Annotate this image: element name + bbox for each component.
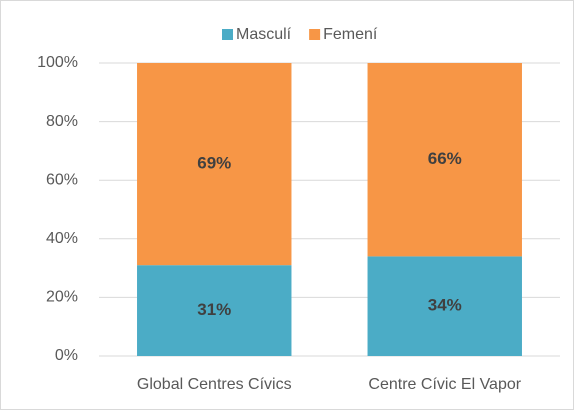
- x-tick-label: Centre Cívic El Vapor: [368, 376, 521, 393]
- y-tick-label: 100%: [37, 54, 78, 71]
- data-label: 66%: [428, 149, 462, 168]
- legend-label: Masculí: [236, 26, 292, 43]
- bar-segment: [137, 63, 292, 266]
- legend-swatch: [309, 29, 321, 40]
- y-tick-label: 80%: [46, 113, 78, 130]
- bar-segment: [367, 256, 522, 356]
- legend-label: Femení: [323, 26, 378, 43]
- data-label: 31%: [197, 300, 231, 319]
- bar-segment: [367, 63, 522, 257]
- bar-segment: [137, 265, 292, 356]
- y-tick-label: 0%: [55, 347, 78, 364]
- data-label: 69%: [197, 154, 231, 173]
- y-tick-label: 60%: [46, 171, 78, 188]
- y-tick-label: 20%: [46, 289, 78, 306]
- x-tick-label: Global Centres Cívics: [137, 376, 292, 393]
- legend-swatch: [222, 29, 233, 40]
- data-label: 34%: [428, 296, 462, 315]
- y-tick-label: 40%: [46, 230, 78, 247]
